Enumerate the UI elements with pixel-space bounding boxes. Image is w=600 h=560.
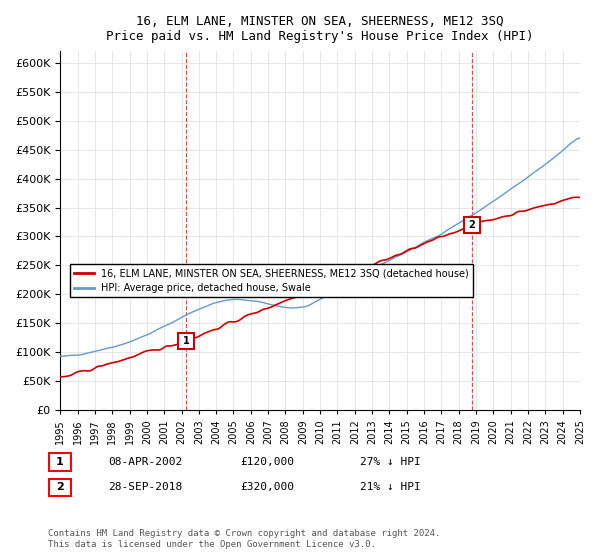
Text: 2: 2 [468, 220, 475, 230]
Text: 27% ↓ HPI: 27% ↓ HPI [360, 457, 421, 467]
Text: 2: 2 [56, 483, 64, 492]
Title: 16, ELM LANE, MINSTER ON SEA, SHEERNESS, ME12 3SQ
Price paid vs. HM Land Registr: 16, ELM LANE, MINSTER ON SEA, SHEERNESS,… [106, 15, 534, 43]
Text: £120,000: £120,000 [240, 457, 294, 467]
FancyBboxPatch shape [49, 454, 71, 471]
Text: 1: 1 [56, 458, 64, 467]
Text: 21% ↓ HPI: 21% ↓ HPI [360, 482, 421, 492]
Text: 08-APR-2002: 08-APR-2002 [108, 457, 182, 467]
FancyBboxPatch shape [49, 479, 71, 496]
Text: 28-SEP-2018: 28-SEP-2018 [108, 482, 182, 492]
Text: £320,000: £320,000 [240, 482, 294, 492]
Legend: 16, ELM LANE, MINSTER ON SEA, SHEERNESS, ME12 3SQ (detached house), HPI: Average: 16, ELM LANE, MINSTER ON SEA, SHEERNESS,… [70, 264, 473, 297]
Text: 1: 1 [183, 336, 190, 346]
Text: Contains HM Land Registry data © Crown copyright and database right 2024.
This d: Contains HM Land Registry data © Crown c… [48, 529, 440, 549]
